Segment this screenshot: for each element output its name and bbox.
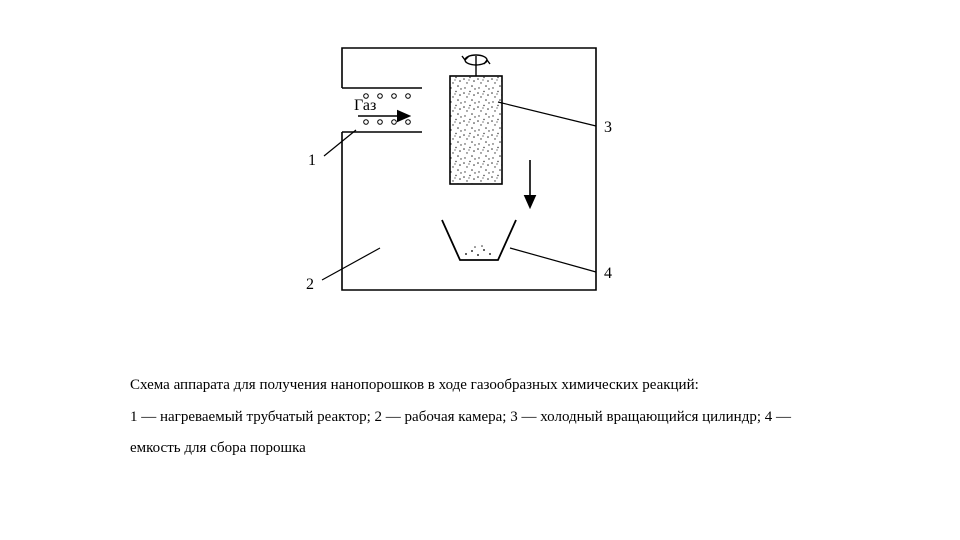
cold-cylinder [450, 76, 502, 184]
caption-block: Схема аппарата для получения нанопорошко… [130, 370, 830, 465]
apparatus-diagram: Газ [280, 20, 680, 330]
page: Газ [0, 0, 960, 540]
label-3: 3 [604, 119, 612, 136]
label-2: 2 [306, 276, 314, 293]
powder-container [442, 220, 516, 260]
caption-title: Схема аппарата для получения нанопорошко… [130, 370, 830, 402]
label-4: 4 [604, 265, 612, 282]
rotation-icon [462, 55, 490, 76]
label-1: 1 [308, 152, 316, 169]
powder-specks [465, 245, 491, 256]
caption-legend: 1 — нагреваемый трубчатый реактор; 2 — р… [130, 402, 830, 465]
gas-label: Газ [354, 97, 376, 114]
diagram-svg: Газ [280, 20, 680, 330]
